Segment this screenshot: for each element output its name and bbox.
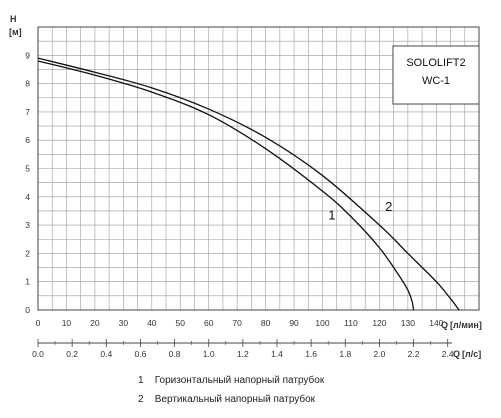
- x-tick-label: 140: [429, 318, 443, 328]
- y-tick-label: 7: [25, 107, 30, 117]
- y-tick-label: 5: [25, 164, 30, 174]
- x2-tick-label: 1.8: [339, 349, 351, 359]
- curve-label-2: 2: [385, 199, 392, 214]
- y-axis-unit: [м]: [9, 27, 22, 37]
- x2-axis-unit: [л/с]: [462, 349, 481, 359]
- y-axis-label: H: [10, 14, 17, 24]
- curves: [37, 57, 460, 311]
- x-tick-labels-ls: 0.0 0.2 0.4 0.6 0.8 1.0 1.2 1.4 1.6 1.8 2.0 2.2 2.4: [32, 349, 454, 359]
- x-axis-label: Q: [441, 320, 448, 330]
- x-tick-label: 10: [62, 318, 72, 328]
- legend-text: Горизонтальный напорный патрубок: [154, 375, 325, 386]
- x2-tick-label: 2.2: [408, 349, 420, 359]
- curve-label-1: 1: [328, 207, 335, 222]
- legend-number: 1: [138, 375, 144, 386]
- legend-item-2: 2 Вертикальный напорный патрубок: [138, 394, 458, 405]
- x-tick-label: 70: [232, 318, 242, 328]
- y-tick-label: 1: [25, 277, 30, 287]
- curve-1: [37, 60, 415, 311]
- x2-tick-label: 1.4: [271, 349, 283, 359]
- x-tick-label: 110: [344, 318, 358, 328]
- y-tick-label: 2: [25, 248, 30, 258]
- x2-tick-label: 0.6: [135, 349, 147, 359]
- title-box-line-2: WC-1: [422, 75, 450, 87]
- x2-tick-label: 0.2: [66, 349, 78, 359]
- legend-item-1: 1 Горизонтальный напорный патрубок: [138, 375, 458, 386]
- x2-tick-label: 1.6: [305, 349, 317, 359]
- x-tick-label: 120: [372, 318, 386, 328]
- legend-text: Вертикальный напорный патрубок: [154, 394, 316, 405]
- x-tick-label: 130: [401, 318, 415, 328]
- x-axis-unit: [л/мин]: [450, 320, 482, 330]
- y-tick-label: 3: [25, 220, 30, 230]
- title-box: [392, 45, 480, 105]
- x2-tick-label: 0.4: [100, 349, 112, 359]
- y-tick-label: 9: [25, 50, 30, 60]
- y-tick-labels: 0 1 2 3 4 5 6 7 8 9: [25, 50, 30, 315]
- x-tick-label: 60: [204, 318, 214, 328]
- x2-axis-label: Q: [453, 349, 460, 359]
- curve-2: [37, 57, 460, 311]
- y-tick-label: 4: [25, 192, 30, 202]
- x-tick-label: 50: [176, 318, 186, 328]
- x2-tick-label: 2.0: [374, 349, 386, 359]
- y-tick-label: 6: [25, 135, 30, 145]
- x-tick-label: 30: [119, 318, 129, 328]
- x-tick-label: 40: [147, 318, 157, 328]
- x-tick-label: 100: [315, 318, 329, 328]
- grid: [37, 26, 480, 311]
- x2-tick-label: 1.0: [203, 349, 215, 359]
- title-box-line-1: SOLOLIFT2: [406, 57, 465, 69]
- secondary-axis-ticks: [37, 339, 449, 347]
- plot-frame: [37, 26, 480, 311]
- x-tick-label: 0: [36, 318, 41, 328]
- x-tick-label: 20: [90, 318, 100, 328]
- x2-tick-label: 0.0: [32, 349, 44, 359]
- x-tick-label: 80: [261, 318, 271, 328]
- x2-tick-label: 0.8: [169, 349, 181, 359]
- legend-number: 2: [138, 394, 144, 405]
- y-tick-label: 0: [25, 305, 30, 315]
- x2-tick-label: 1.2: [237, 349, 249, 359]
- y-tick-label: 8: [25, 79, 30, 89]
- x-tick-label: 90: [289, 318, 299, 328]
- x-tick-labels-lmin: 0 10 20 30 40 50 60 70 80 90 100 110 120 130 140: [36, 318, 444, 328]
- x2-tick-label: 2.4: [442, 349, 454, 359]
